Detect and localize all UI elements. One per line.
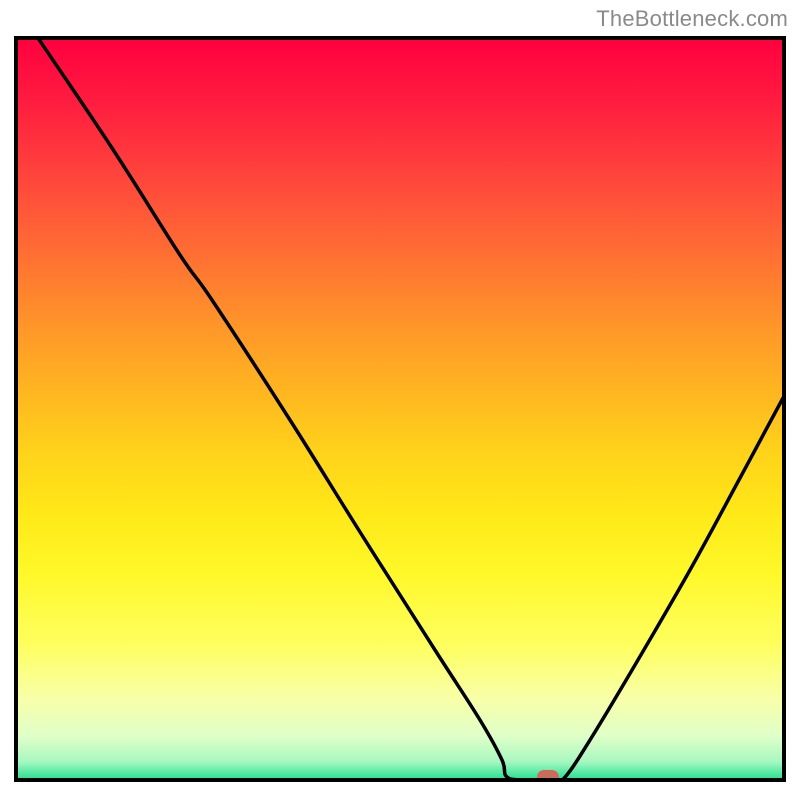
gradient-background [16, 38, 784, 780]
watermark-text: TheBottleneck.com [596, 6, 788, 32]
chart-container: TheBottleneck.com [0, 0, 800, 800]
bottleneck-chart [0, 0, 800, 800]
